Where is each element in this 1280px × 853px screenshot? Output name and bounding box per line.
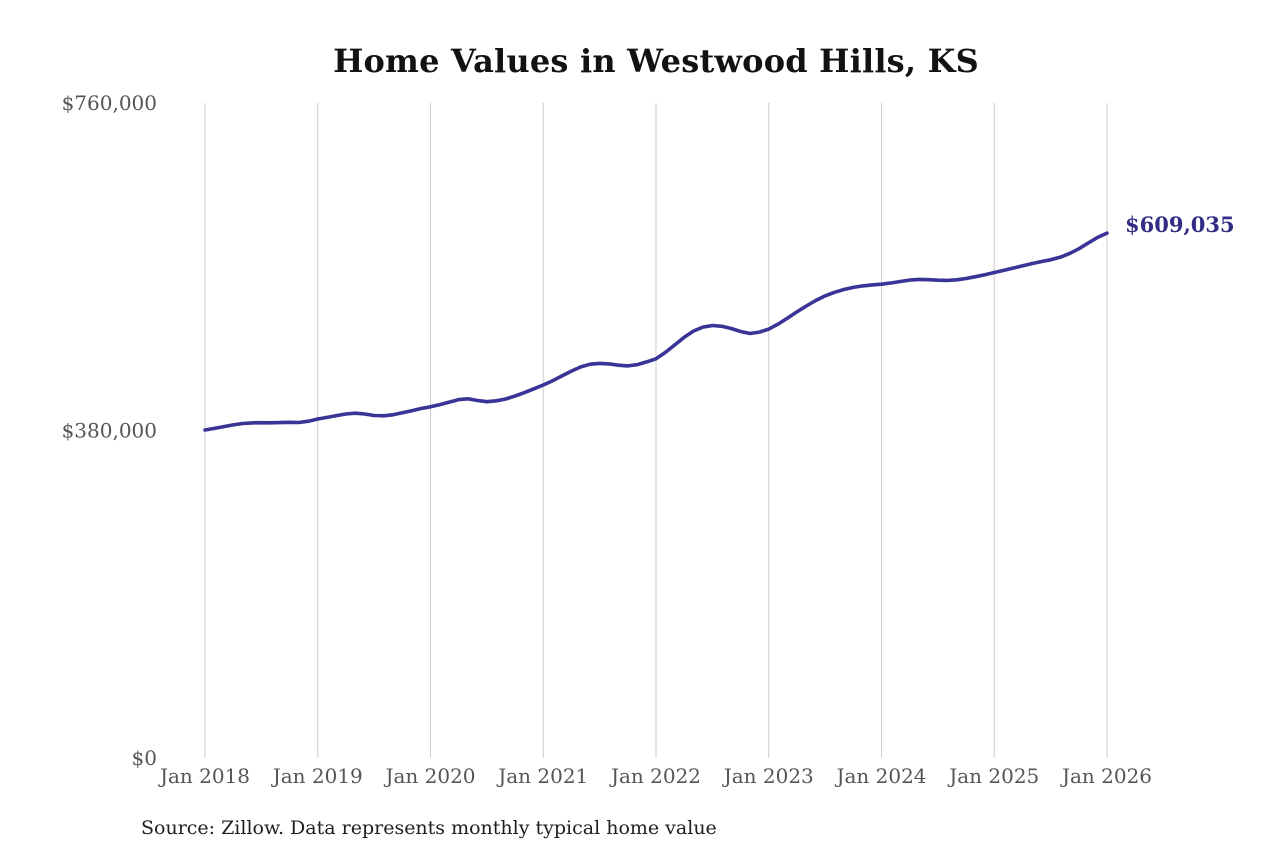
x-tick-label: Jan 2022 — [609, 764, 701, 788]
y-tick-label: $760,000 — [62, 91, 157, 115]
x-tick-label: Jan 2026 — [1060, 764, 1152, 788]
latest-value-label: $609,035 — [1125, 212, 1235, 237]
home-value-line — [203, 231, 1109, 432]
x-tick-label: Jan 2024 — [834, 764, 926, 788]
x-tick-label: Jan 2020 — [383, 764, 475, 788]
x-tick-label: Jan 2019 — [271, 764, 363, 788]
source-note: Source: Zillow. Data represents monthly … — [141, 817, 717, 839]
chart-title: Home Values in Westwood Hills, KS — [333, 42, 979, 80]
y-tick-label: $0 — [132, 746, 157, 770]
x-tick-label: Jan 2023 — [722, 764, 814, 788]
x-tick-label: Jan 2018 — [158, 764, 250, 788]
x-tick-label: Jan 2021 — [496, 764, 588, 788]
x-tick-label: Jan 2025 — [947, 764, 1039, 788]
y-tick-label: $380,000 — [62, 419, 157, 443]
